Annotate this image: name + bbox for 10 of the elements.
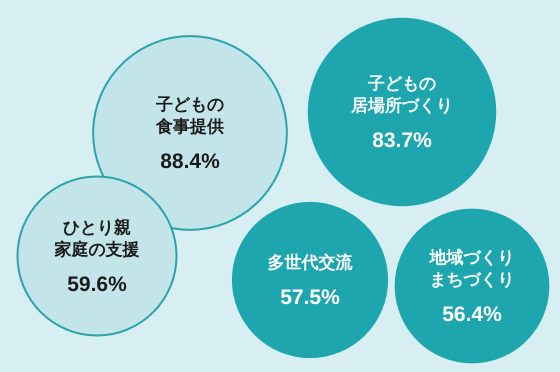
data-label: 88.4% xyxy=(160,150,220,173)
category-label: 地域づくりまちづくり xyxy=(428,248,514,290)
data-label: 59.6% xyxy=(67,273,128,296)
category-label: 子どもの食事提供 xyxy=(155,95,224,137)
category-label: 多世代交流 xyxy=(268,253,354,273)
data-label: 56.4% xyxy=(442,303,502,326)
data-label: 57.5% xyxy=(280,286,340,309)
data-label: 83.7% xyxy=(372,129,432,152)
category-label: 子どもの居場所づくり xyxy=(350,74,453,116)
category-label: ひとり親家庭の支援 xyxy=(54,218,140,260)
